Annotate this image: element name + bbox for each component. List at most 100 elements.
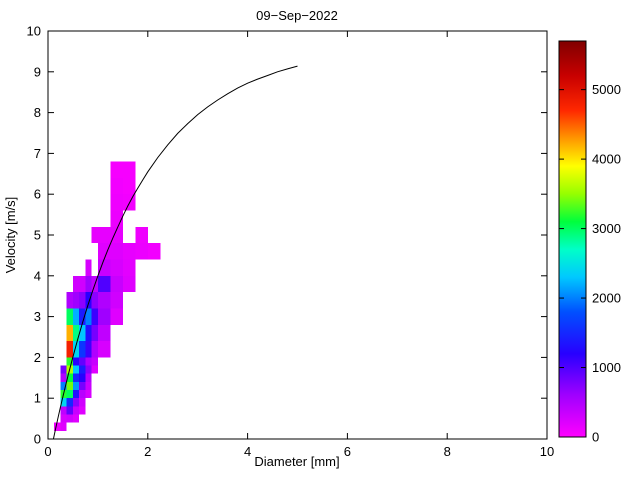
heatmap-cell (122, 259, 136, 276)
heatmap-cell (79, 292, 86, 309)
heatmap-cell (60, 373, 67, 382)
heatmap-cell (72, 398, 80, 407)
heatmap-cell (85, 275, 92, 293)
y-tick-label: 10 (27, 24, 41, 39)
heatmap-cell (91, 292, 98, 309)
heatmap-cell (97, 275, 111, 293)
heatmap-cell (91, 324, 98, 342)
heatmap-cell (97, 226, 111, 244)
heatmap-cell (110, 308, 123, 325)
heatmap-cell (60, 365, 67, 374)
heatmap-cell (66, 414, 73, 423)
heatmap-cell (66, 357, 73, 366)
heatmap-cell (110, 226, 123, 244)
heatmap-cell (97, 308, 111, 325)
heatmap-cell (110, 177, 123, 195)
heatmap-cell (60, 381, 67, 391)
y-tick-label: 7 (34, 146, 41, 161)
heatmap-cell (122, 275, 136, 293)
heatmap-cell (72, 292, 80, 309)
heatmap-cell (60, 398, 67, 407)
heatmap-cell (85, 292, 92, 309)
y-tick-label: 3 (34, 309, 41, 324)
colorbar-box (558, 40, 587, 438)
heatmap-cell (72, 341, 80, 358)
heatmap-cell (66, 373, 73, 382)
y-tick-label: 0 (34, 432, 41, 447)
heatmap-cell (72, 365, 80, 374)
x-tick-label: 4 (244, 444, 251, 459)
colorbar-tick-label: 4000 (592, 152, 621, 167)
heatmap-cell (72, 324, 80, 342)
heatmap-cell (85, 381, 92, 391)
y-axis-label: Velocity [m/s] (3, 197, 18, 274)
heatmap-cell (85, 259, 92, 276)
heatmap-cell (66, 308, 73, 325)
heatmap-cell (79, 324, 86, 342)
heatmap-cell (110, 194, 123, 211)
heatmap-cell (91, 357, 98, 366)
colorbar-ticks: 0 1000 2000 3000 4000 5000 (559, 82, 621, 445)
heatmap-cell (91, 341, 98, 358)
heatmap-cell (72, 414, 80, 423)
heatmap-cell (85, 308, 92, 325)
heatmap-cell (122, 194, 136, 211)
heatmap-cell (85, 357, 92, 366)
heatmap-cell (97, 259, 111, 276)
heatmap-cell (72, 275, 80, 293)
heatmap-cell (97, 324, 111, 342)
heatmap-cell (97, 341, 111, 358)
heatmap-cell (122, 243, 136, 260)
colorbar: 0 1000 2000 3000 4000 5000 (558, 40, 621, 445)
heatmap-cell (110, 210, 123, 227)
y-tick-label: 5 (34, 228, 41, 243)
heatmap-cell (79, 365, 86, 374)
heatmap-cell (135, 226, 148, 244)
heatmap-cell (122, 177, 136, 195)
heatmap-cell (110, 243, 123, 260)
heatmap-cell (85, 373, 92, 382)
y-tick-label: 9 (34, 64, 41, 79)
heatmap-cell (79, 398, 86, 407)
heatmap-cell (85, 341, 92, 358)
x-tick-label: 10 (540, 444, 554, 459)
heatmap-cell (60, 406, 67, 415)
heatmap-cell (79, 381, 86, 391)
x-tick-label: 0 (44, 444, 51, 459)
colorbar-tick-label: 0 (592, 430, 599, 445)
heatmap-cell (72, 308, 80, 325)
heatmap-cell (79, 406, 86, 415)
heatmap-cell (110, 259, 123, 276)
colorbar-tick-label: 2000 (592, 291, 621, 306)
y-tick-label: 8 (34, 105, 41, 120)
heatmap-cell (79, 357, 86, 366)
y-tick-label: 2 (34, 350, 41, 365)
heatmap-cell (135, 243, 148, 260)
heatmap-cell (91, 308, 98, 325)
heatmap-cell (72, 357, 80, 366)
heatmap-cell (97, 243, 111, 260)
heatmap-cell (91, 365, 98, 374)
heatmap-cell (147, 243, 161, 260)
heatmap-cell (60, 422, 67, 431)
y-tick-label: 1 (34, 391, 41, 406)
heatmap-cell (91, 226, 98, 244)
heatmap-cell (79, 341, 86, 358)
heatmap-cell (85, 365, 92, 374)
heatmap-cell (97, 292, 111, 309)
heatmap-cell (66, 381, 73, 391)
y-axis-ticks: 0 1 2 3 4 5 6 7 8 9 10 (27, 24, 547, 447)
y-tick-label: 4 (34, 268, 41, 283)
heatmap-cell (54, 422, 61, 431)
heatmap-cell (110, 292, 123, 309)
x-axis-ticks: 0 2 4 6 8 10 (44, 31, 554, 459)
heatmap-cell (60, 414, 67, 423)
heatmap-cell (66, 398, 73, 407)
heatmap-cell (85, 324, 92, 342)
heatmap-cells (54, 161, 161, 431)
colorbar-tick-label: 1000 (592, 360, 621, 375)
heatmap-cell (79, 308, 86, 325)
heatmap-cell (110, 161, 123, 178)
colorbar-gradient (559, 41, 586, 437)
